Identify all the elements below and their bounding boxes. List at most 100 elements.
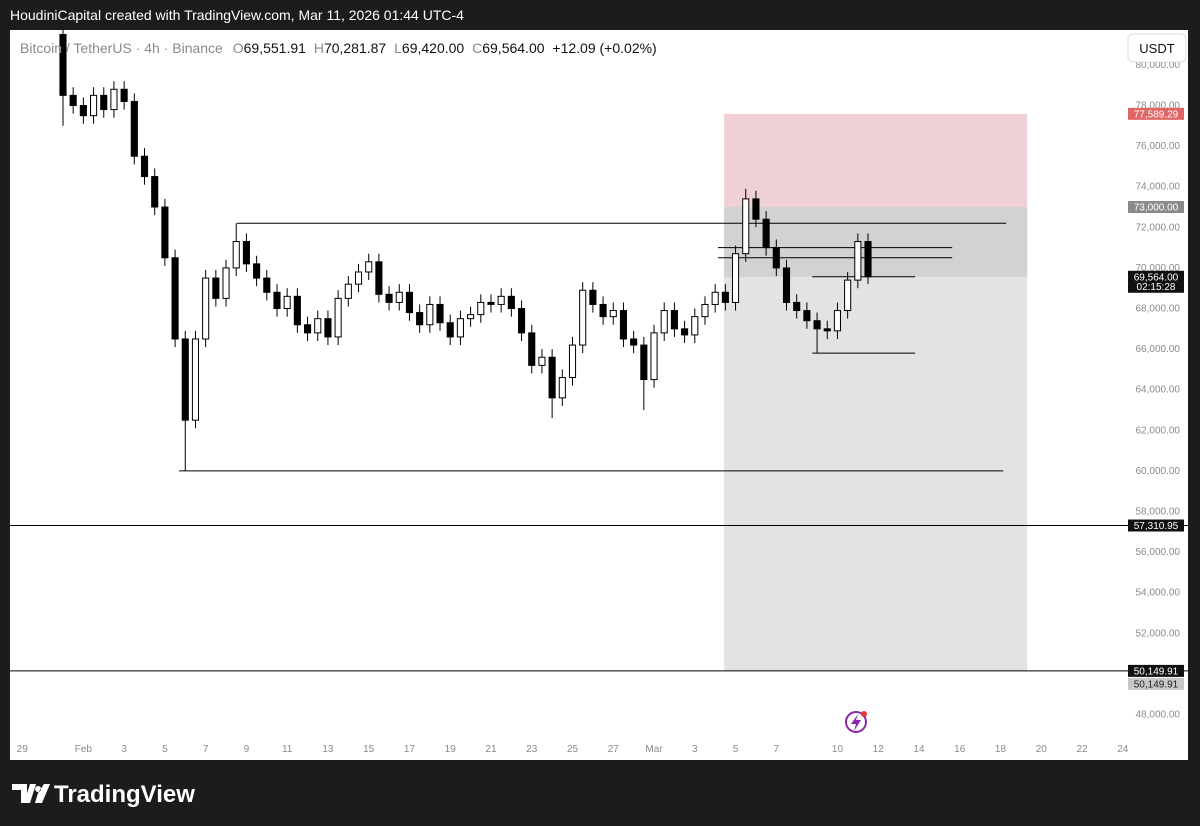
x-tick-label: 24 — [1117, 744, 1129, 755]
ohlc-legend: Bitcoin / TetherUS · 4h · Binance O69,55… — [20, 40, 657, 56]
x-tick-label: Feb — [75, 744, 93, 755]
candle-body — [711, 291, 719, 305]
candle-body — [803, 310, 811, 322]
candle-body — [79, 105, 87, 117]
open: 69,551.91 — [244, 40, 306, 56]
candle-body — [609, 310, 617, 318]
candle-body — [314, 318, 322, 334]
footer-logo[interactable]: TradingView — [12, 781, 195, 808]
y-tick-label: 56,000.00 — [1136, 547, 1181, 558]
x-tick-label: 13 — [322, 744, 334, 755]
candle-body — [110, 88, 118, 111]
y-tick-label: 80,000.00 — [1136, 60, 1181, 71]
x-tick-label: 3 — [692, 744, 698, 755]
candle-body — [181, 338, 189, 421]
candle-body — [691, 316, 699, 336]
candle-body — [365, 261, 373, 273]
candle-body — [681, 328, 689, 336]
candle-body — [864, 241, 872, 278]
candle-body — [59, 33, 67, 96]
y-tick-label: 72,000.00 — [1136, 222, 1181, 233]
candle-body — [100, 94, 108, 111]
currency-button-label[interactable]: USDT — [1139, 41, 1174, 56]
candle-body — [640, 344, 648, 381]
x-tick-label: 11 — [282, 744, 293, 755]
candle-body — [497, 295, 505, 305]
candle-body — [273, 291, 281, 310]
lightning-icon[interactable] — [845, 711, 867, 733]
candle-body — [568, 344, 577, 379]
price-badge — [1128, 664, 1184, 677]
logo-mark[interactable] — [12, 784, 50, 803]
currency-button[interactable]: USDT — [1127, 33, 1187, 63]
currency-button-box[interactable] — [1127, 33, 1187, 63]
candle-body — [334, 297, 342, 338]
price-badge-label: 73,000.00 — [1134, 203, 1179, 214]
candle-body — [517, 308, 526, 334]
candle-body — [90, 94, 98, 117]
candle-body — [456, 318, 464, 338]
candle-body — [304, 324, 312, 334]
candle-body — [140, 155, 149, 178]
candle-body — [69, 94, 77, 107]
price-badge-label: 77,589.29 — [1134, 109, 1179, 120]
lightning-bolt[interactable] — [851, 714, 861, 731]
candle-body — [253, 263, 261, 279]
axes: 48,000.0050,000.0052,000.0054,000.0056,0… — [17, 60, 1184, 755]
candle-body — [670, 310, 678, 330]
x-tick-label: 15 — [363, 744, 375, 755]
stop-zone — [724, 113, 1028, 208]
candle-body — [844, 279, 852, 312]
candle-body — [793, 301, 801, 312]
candle-body — [375, 261, 383, 295]
candle-body — [324, 318, 332, 338]
y-tick-label: 76,000.00 — [1136, 141, 1181, 152]
candle-body — [854, 241, 862, 281]
o-label: O — [233, 40, 244, 56]
candle-body — [354, 271, 363, 285]
candle-body — [405, 291, 414, 314]
lightning-circle[interactable] — [845, 711, 867, 733]
candle-body — [721, 291, 729, 303]
low: 69,420.00 — [402, 40, 464, 56]
y-tick-label: 54,000.00 — [1136, 588, 1181, 599]
candle-body — [426, 303, 434, 326]
close: 69,564.00 — [482, 40, 544, 56]
y-tick-label: 52,000.00 — [1136, 628, 1181, 639]
candle-body — [650, 332, 658, 381]
x-tick-label: 22 — [1076, 744, 1088, 755]
candle-body — [833, 310, 842, 332]
brand[interactable]: TradingView — [54, 781, 195, 808]
x-tick-label: 19 — [445, 744, 457, 755]
lightning-dot[interactable] — [861, 711, 867, 717]
x-tick-label: 12 — [873, 744, 885, 755]
candle-body — [161, 206, 169, 259]
candle-body — [446, 322, 454, 338]
candle-body — [467, 314, 475, 320]
x-tick-label: 20 — [1036, 744, 1048, 755]
candle-body — [385, 293, 393, 303]
price-badge — [1128, 107, 1184, 120]
h-label: H — [314, 40, 324, 56]
y-tick-label: 58,000.00 — [1136, 507, 1181, 518]
candle-body — [558, 377, 566, 399]
candle-body — [202, 277, 210, 340]
price-badge — [1128, 677, 1184, 690]
candle-body — [823, 328, 831, 332]
attribution: HoudiniCapital created with TradingView.… — [10, 7, 464, 23]
y-tick-label: 68,000.00 — [1136, 304, 1181, 315]
candle-body — [782, 267, 791, 303]
c-label: C — [472, 40, 482, 56]
x-tick-label: 25 — [567, 744, 579, 755]
candle-body — [630, 338, 638, 346]
candle-body — [263, 277, 271, 293]
candle-body — [212, 277, 220, 299]
candle-body — [507, 295, 515, 310]
candle-body — [762, 218, 770, 249]
y-tick-label: 62,000.00 — [1136, 425, 1181, 436]
candle-body — [232, 241, 240, 269]
price-badge-label: 50,149.91 — [1134, 666, 1179, 677]
candle-body — [171, 257, 179, 340]
price-badge — [1128, 201, 1184, 214]
x-tick-label: 18 — [995, 744, 1007, 755]
